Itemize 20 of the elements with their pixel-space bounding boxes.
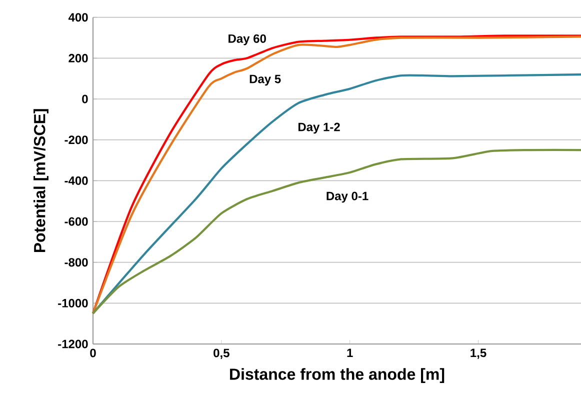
line-series — [92, 148, 581, 314]
y-tick-label: 0 — [82, 94, 88, 104]
y-tick-label: -200 — [64, 136, 88, 144]
y-tick-label: -600 — [64, 217, 88, 226]
series-label: Day 60 — [228, 34, 266, 46]
x-tick-label: 0 — [90, 348, 96, 358]
y-tick-label: -400 — [64, 176, 88, 185]
x-axis-title: Distance from the anode [m] — [230, 368, 444, 384]
series-label: Day 1-2 — [298, 122, 340, 134]
y-tick-label: 400 — [68, 13, 88, 22]
x-tick-label: 0,5 — [214, 348, 230, 359]
series-label: Day 0-1 — [326, 192, 368, 203]
y-tick-label: -1200 — [58, 340, 88, 348]
y-tick-label: -1000 — [58, 298, 88, 308]
y-axis-title: Potential [mV/SCE] — [34, 109, 48, 252]
series-label: Day 5 — [250, 74, 281, 86]
x-tick-label: 1,5 — [470, 348, 486, 359]
x-tick-label: 1 — [347, 348, 353, 357]
y-tick-label: 200 — [68, 54, 88, 62]
y-tick-label: -800 — [64, 258, 88, 267]
